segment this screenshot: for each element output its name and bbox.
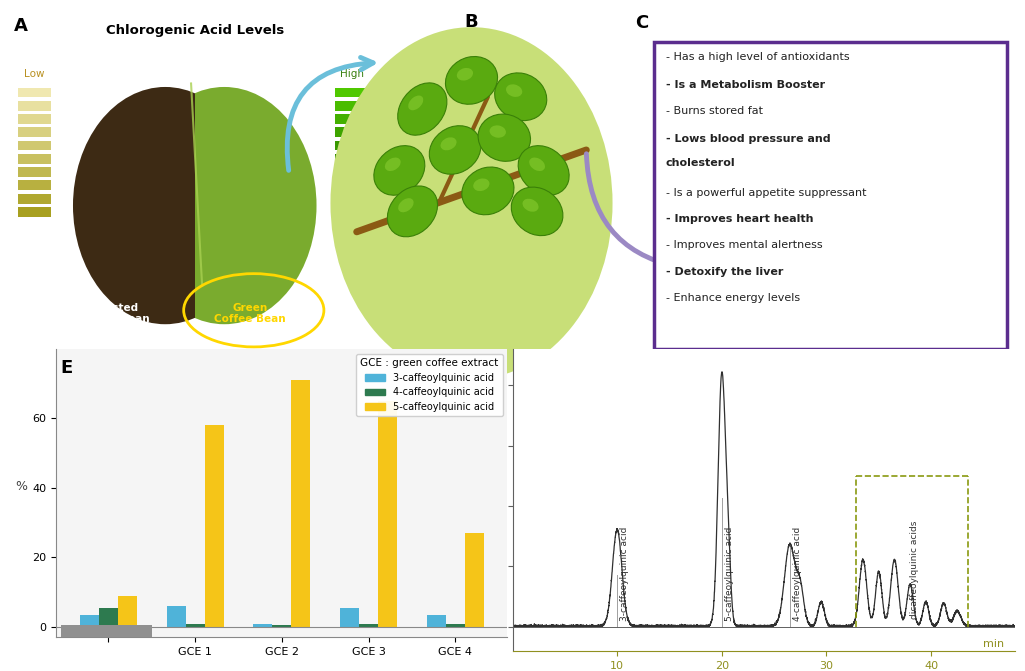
Bar bbox=[335, 141, 368, 150]
Text: C: C bbox=[636, 13, 649, 32]
FancyArrowPatch shape bbox=[922, 346, 997, 475]
Bar bbox=[17, 141, 51, 150]
Bar bbox=[335, 194, 368, 203]
Bar bbox=[17, 154, 51, 164]
Text: 3-caffeoylquinic acid: 3-caffeoylquinic acid bbox=[620, 526, 629, 621]
Text: - Burns stored fat: - Burns stored fat bbox=[666, 106, 763, 116]
Text: - Has a high level of antioxidants: - Has a high level of antioxidants bbox=[666, 52, 850, 62]
Bar bbox=[378, 401, 398, 627]
Ellipse shape bbox=[408, 95, 423, 110]
Ellipse shape bbox=[511, 187, 563, 236]
Circle shape bbox=[330, 28, 613, 379]
Bar bbox=[340, 608, 359, 627]
Text: mAU: mAU bbox=[454, 364, 481, 374]
Ellipse shape bbox=[132, 87, 317, 324]
Text: - Improves mental alertness: - Improves mental alertness bbox=[666, 240, 822, 250]
Bar bbox=[335, 180, 368, 191]
Bar bbox=[273, 625, 291, 627]
Text: High: High bbox=[339, 69, 364, 79]
Ellipse shape bbox=[529, 158, 545, 171]
Ellipse shape bbox=[398, 198, 414, 212]
Bar bbox=[291, 380, 311, 627]
Ellipse shape bbox=[523, 199, 538, 212]
FancyBboxPatch shape bbox=[654, 42, 1008, 349]
Bar bbox=[335, 101, 368, 111]
Text: Roasted
Coffee Bean: Roasted Coffee Bean bbox=[78, 303, 150, 324]
Text: dicaffeoylquinic acids: dicaffeoylquinic acids bbox=[910, 521, 919, 619]
Text: Green
Coffee Bean: Green Coffee Bean bbox=[214, 303, 286, 324]
Ellipse shape bbox=[495, 73, 546, 121]
Bar bbox=[335, 220, 368, 230]
Text: - Is a powerful appetite suppressant: - Is a powerful appetite suppressant bbox=[666, 188, 866, 198]
Text: - Enhance energy levels: - Enhance energy levels bbox=[666, 293, 800, 303]
Ellipse shape bbox=[506, 85, 523, 97]
Text: B: B bbox=[464, 13, 479, 31]
Text: min: min bbox=[983, 639, 1004, 650]
Bar bbox=[17, 207, 51, 217]
Text: D: D bbox=[470, 355, 486, 373]
Text: Low: Low bbox=[24, 69, 44, 79]
Ellipse shape bbox=[387, 186, 438, 237]
Bar bbox=[186, 623, 205, 627]
Ellipse shape bbox=[429, 125, 481, 174]
Text: E: E bbox=[60, 360, 73, 377]
Bar bbox=[98, 608, 118, 627]
Bar bbox=[335, 127, 368, 137]
Bar bbox=[17, 194, 51, 203]
Text: A: A bbox=[14, 17, 28, 35]
Legend: 3-caffeoylquinic acid, 4-caffeoylquinic acid, 5-caffeoylquinic acid: 3-caffeoylquinic acid, 4-caffeoylquinic … bbox=[357, 354, 502, 416]
Ellipse shape bbox=[462, 167, 514, 215]
Bar bbox=[17, 167, 51, 177]
Text: - Detoxify the liver: - Detoxify the liver bbox=[666, 266, 783, 276]
Text: - Is a Metabolism Booster: - Is a Metabolism Booster bbox=[666, 80, 825, 90]
Text: - Lows blood pressure and: - Lows blood pressure and bbox=[666, 134, 830, 144]
Bar bbox=[17, 180, 51, 191]
Bar bbox=[60, 625, 152, 637]
Bar bbox=[17, 88, 51, 97]
Bar bbox=[335, 167, 368, 177]
Ellipse shape bbox=[490, 125, 506, 138]
FancyArrowPatch shape bbox=[586, 154, 676, 270]
Text: 5-caffeoylquinic acid: 5-caffeoylquinic acid bbox=[725, 526, 734, 621]
Bar bbox=[17, 127, 51, 137]
Ellipse shape bbox=[441, 138, 456, 150]
FancyArrowPatch shape bbox=[287, 58, 373, 170]
Ellipse shape bbox=[374, 146, 424, 195]
Text: cholesterol: cholesterol bbox=[666, 158, 736, 168]
Bar bbox=[335, 88, 368, 97]
Text: - Improves heart health: - Improves heart health bbox=[666, 214, 814, 224]
Y-axis label: %: % bbox=[15, 480, 28, 493]
Text: 4-caffeoylquinic acid: 4-caffeoylquinic acid bbox=[793, 527, 802, 621]
Bar bbox=[17, 101, 51, 111]
Bar bbox=[205, 425, 223, 627]
Bar bbox=[426, 615, 446, 627]
Text: Chlorogenic Acid Levels: Chlorogenic Acid Levels bbox=[106, 24, 284, 37]
Bar bbox=[359, 623, 378, 627]
Bar bbox=[17, 114, 51, 124]
FancyArrowPatch shape bbox=[371, 535, 566, 609]
Bar bbox=[465, 533, 484, 627]
Bar bbox=[335, 114, 368, 124]
Ellipse shape bbox=[73, 87, 257, 324]
Ellipse shape bbox=[519, 146, 569, 195]
Bar bbox=[335, 154, 368, 164]
Ellipse shape bbox=[478, 114, 531, 161]
Bar bbox=[118, 596, 137, 627]
Bar bbox=[166, 606, 186, 627]
Ellipse shape bbox=[385, 158, 401, 171]
Bar bbox=[446, 624, 465, 627]
Ellipse shape bbox=[474, 178, 490, 191]
Bar bbox=[253, 624, 273, 627]
Bar bbox=[335, 207, 368, 217]
Ellipse shape bbox=[446, 56, 497, 104]
Ellipse shape bbox=[457, 68, 474, 81]
Bar bbox=[80, 615, 98, 627]
Ellipse shape bbox=[398, 83, 447, 135]
